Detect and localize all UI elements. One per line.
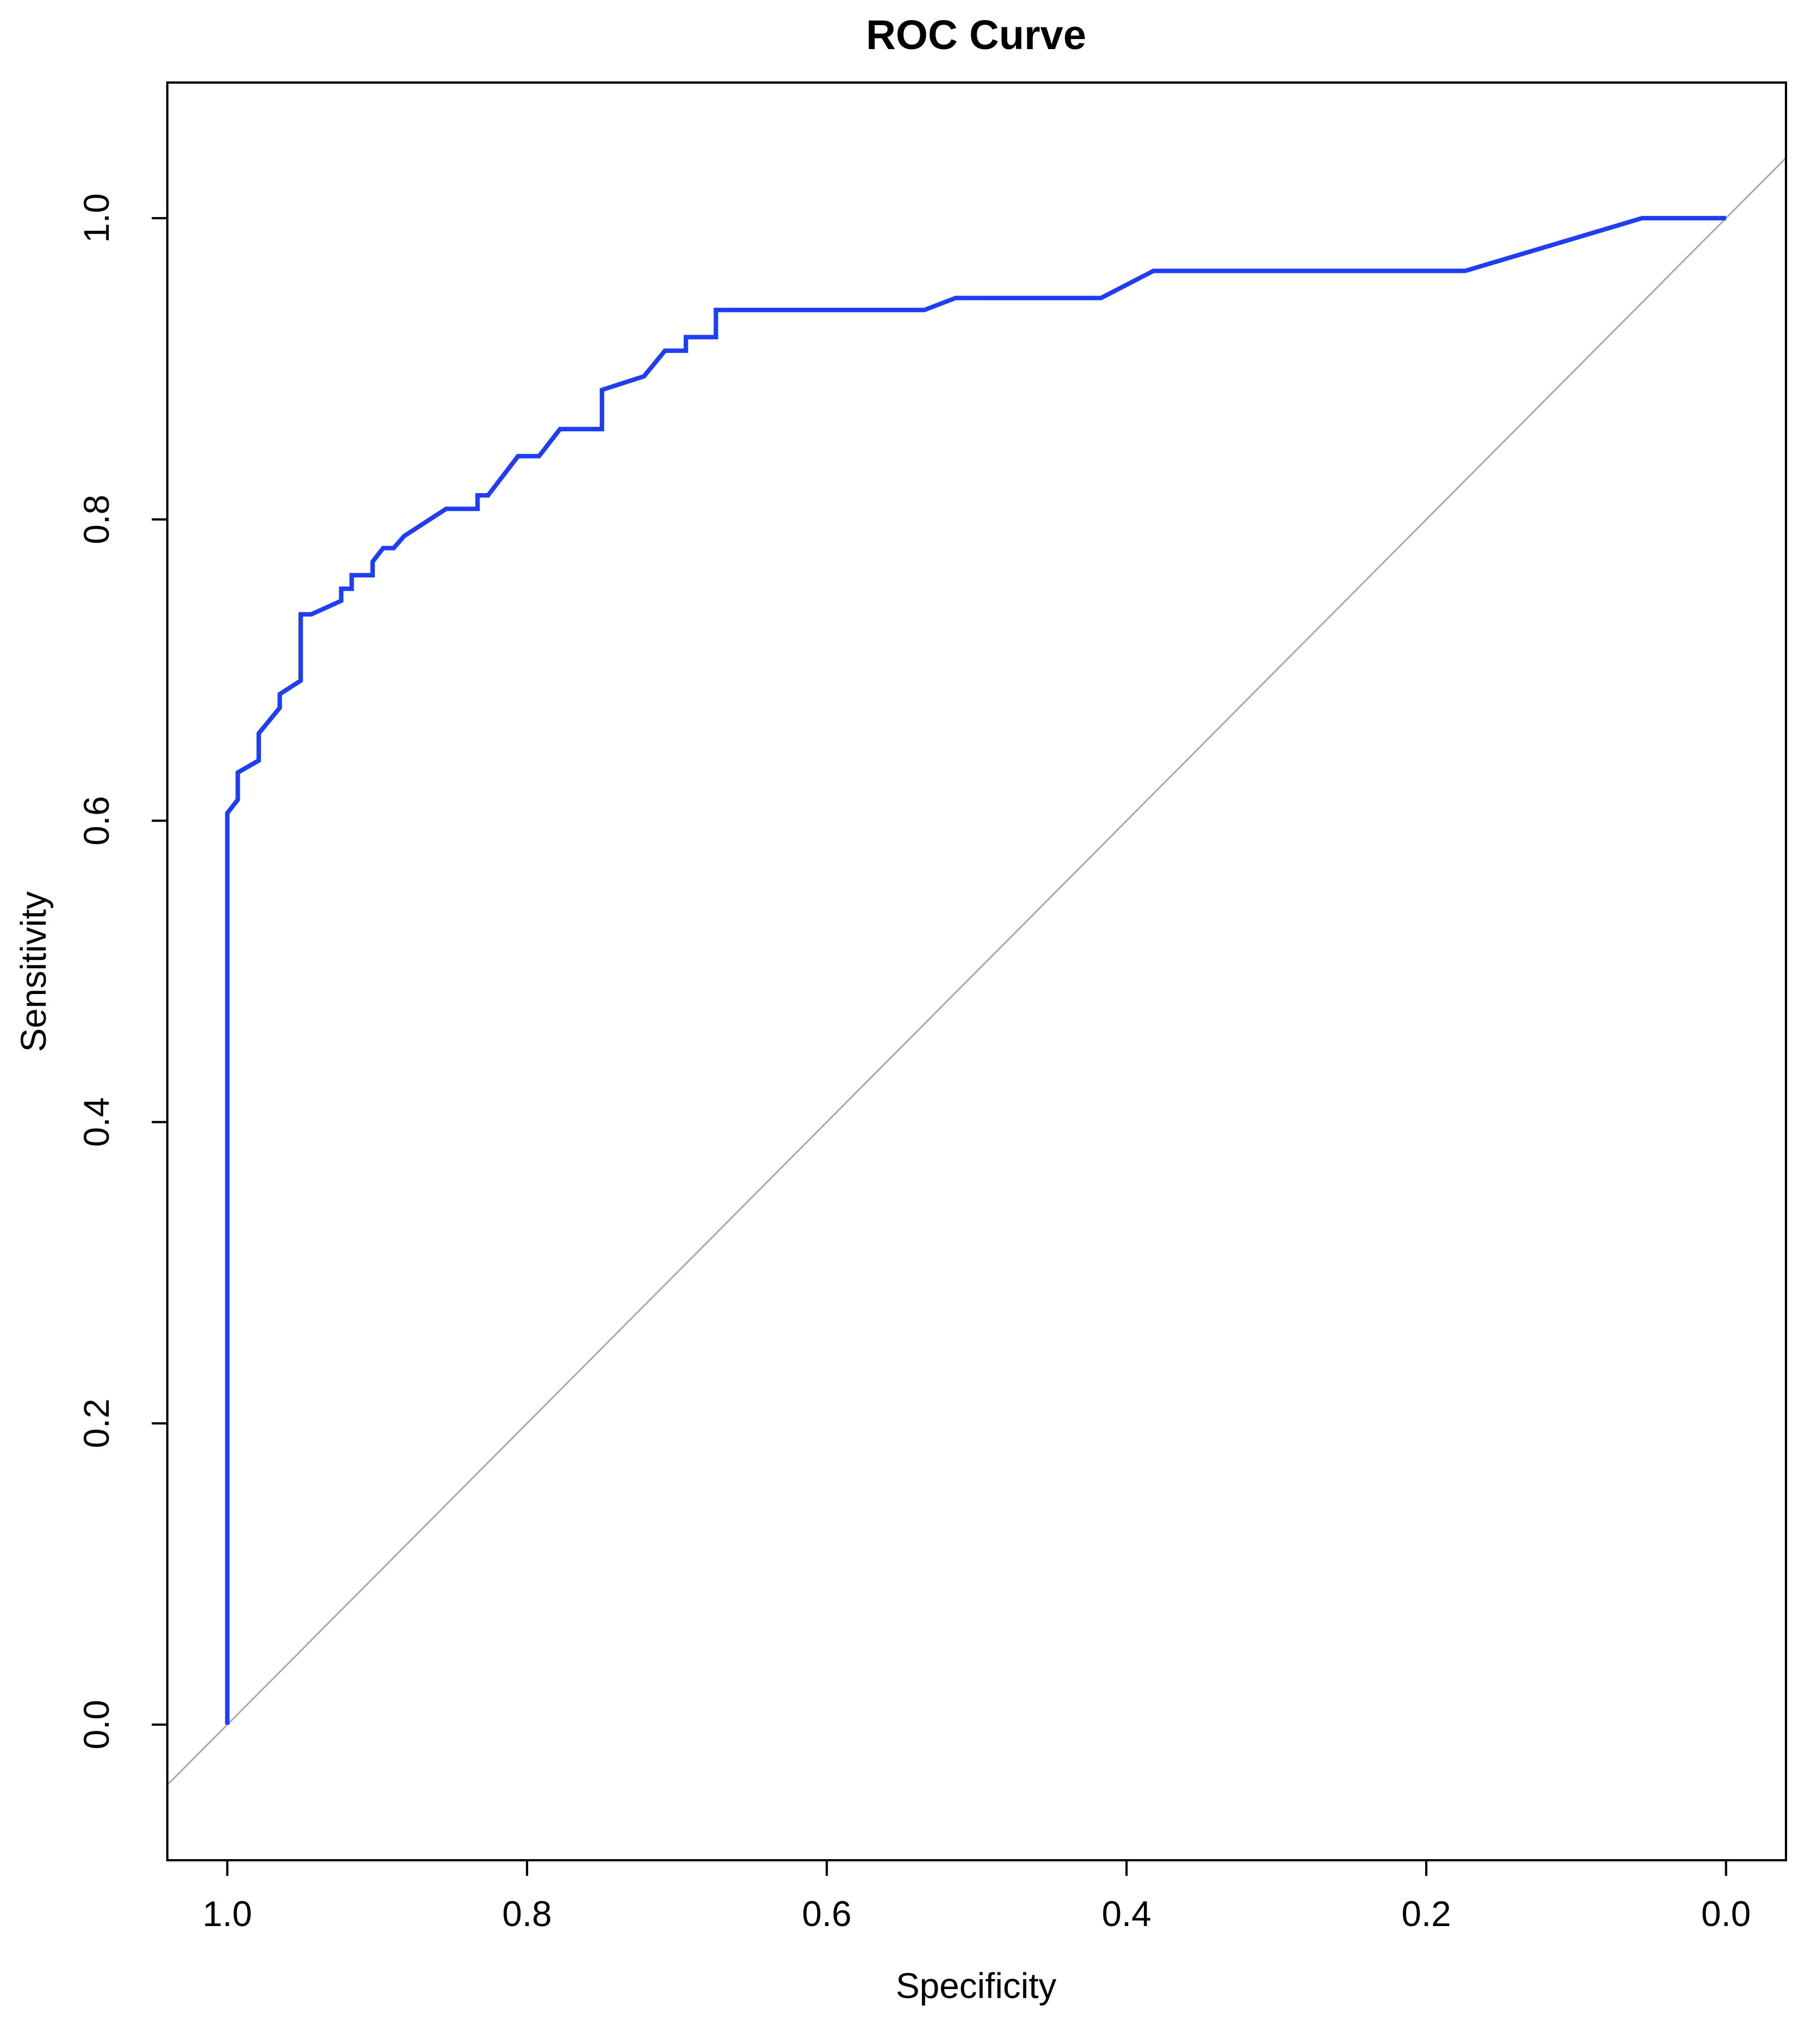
x-tick-label: 0.4 bbox=[1102, 1894, 1151, 1934]
x-tick-label: 0.6 bbox=[802, 1894, 852, 1934]
y-tick-label: 0.8 bbox=[76, 495, 117, 544]
x-tick-label: 0.2 bbox=[1402, 1894, 1451, 1934]
y-tick-label: 0.4 bbox=[76, 1097, 117, 1147]
x-tick-label: 0.8 bbox=[502, 1894, 552, 1934]
y-tick-label: 0.6 bbox=[76, 796, 117, 846]
y-tick-label: 0.2 bbox=[76, 1398, 117, 1448]
plot-frame bbox=[166, 81, 1787, 1861]
y-tick-label: 1.0 bbox=[76, 194, 117, 243]
x-tick-label: 1.0 bbox=[202, 1894, 252, 1934]
y-axis: 0.0 0.2 0.4 0.6 0.8 1.0 bbox=[76, 194, 168, 1749]
chart-title: ROC Curve bbox=[866, 12, 1087, 58]
roc-curve-line bbox=[225, 216, 1726, 1725]
y-tick-label: 0.0 bbox=[76, 1700, 117, 1749]
x-tick-label: 0.0 bbox=[1701, 1894, 1751, 1934]
y-axis-label: Sensitivity bbox=[13, 891, 54, 1052]
x-axis: 1.0 0.8 0.6 0.4 0.2 0.0 bbox=[202, 1859, 1751, 1934]
plot-area bbox=[166, 157, 1787, 1786]
chance-diagonal-line bbox=[166, 157, 1787, 1786]
x-axis-label: Specificity bbox=[896, 1966, 1056, 2006]
